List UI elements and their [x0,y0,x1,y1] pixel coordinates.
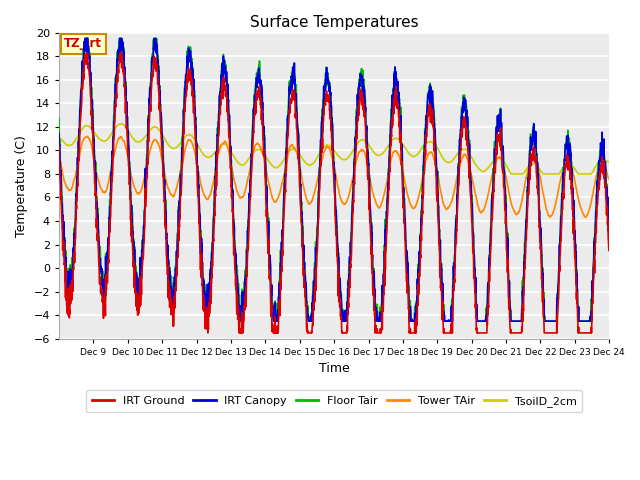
TsoilD_2cm [55,135,63,141]
Tower TAir [598,157,605,163]
IRT Ground [117,49,125,55]
Floor Tair [605,220,613,226]
TsoilD_2cm [598,157,605,163]
Line: IRT Canopy: IRT Canopy [59,38,609,321]
IRT Canopy [500,168,508,173]
IRT Ground [55,143,63,149]
Floor Tair [367,220,375,226]
Floor Tair [204,318,212,324]
Tower TAir [55,156,63,161]
IRT Canopy [598,145,605,151]
IRT Canopy [81,36,89,41]
Line: TsoilD_2cm: TsoilD_2cm [59,124,609,174]
IRT Canopy [55,130,63,136]
Floor Tair [531,129,539,135]
IRT Ground [367,243,375,249]
Floor Tair [500,166,508,171]
Tower TAir [500,165,508,170]
Line: Floor Tair: Floor Tair [59,38,609,321]
Tower TAir [605,176,613,182]
X-axis label: Time: Time [319,362,349,375]
TsoilD_2cm [229,152,237,158]
IRT Canopy [111,118,118,124]
Tower TAir [83,133,91,139]
IRT Ground [500,185,508,191]
TsoilD_2cm [118,121,125,127]
Floor Tair [81,36,89,41]
IRT Canopy [229,209,237,215]
IRT Ground [605,246,613,252]
Floor Tair [598,143,605,148]
Text: TZ_irt: TZ_irt [64,37,102,50]
Tower TAir [531,156,539,162]
IRT Ground [531,156,539,161]
Floor Tair [111,118,118,123]
Tower TAir [111,151,118,156]
IRT Ground [598,163,605,169]
Floor Tair [229,210,237,216]
TsoilD_2cm [500,159,508,165]
IRT Ground [110,136,118,142]
Y-axis label: Temperature (C): Temperature (C) [15,135,28,237]
IRT Canopy [367,223,375,228]
TsoilD_2cm [110,127,118,133]
IRT Canopy [605,228,613,233]
Line: IRT Ground: IRT Ground [59,52,609,333]
IRT Canopy [204,318,212,324]
Floor Tair [55,116,63,122]
TsoilD_2cm [507,171,515,177]
TsoilD_2cm [367,146,375,152]
Tower TAir [367,183,375,189]
Tower TAir [229,171,237,177]
IRT Canopy [531,140,539,146]
IRT Ground [204,330,212,336]
Line: Tower TAir: Tower TAir [59,136,609,217]
TsoilD_2cm [531,161,539,167]
Legend: IRT Ground, IRT Canopy, Floor Tair, Tower TAir, TsoilD_2cm: IRT Ground, IRT Canopy, Floor Tair, Towe… [86,390,582,412]
Tower TAir [582,214,589,220]
IRT Ground [229,229,237,235]
TsoilD_2cm [605,159,613,165]
Title: Surface Temperatures: Surface Temperatures [250,15,419,30]
